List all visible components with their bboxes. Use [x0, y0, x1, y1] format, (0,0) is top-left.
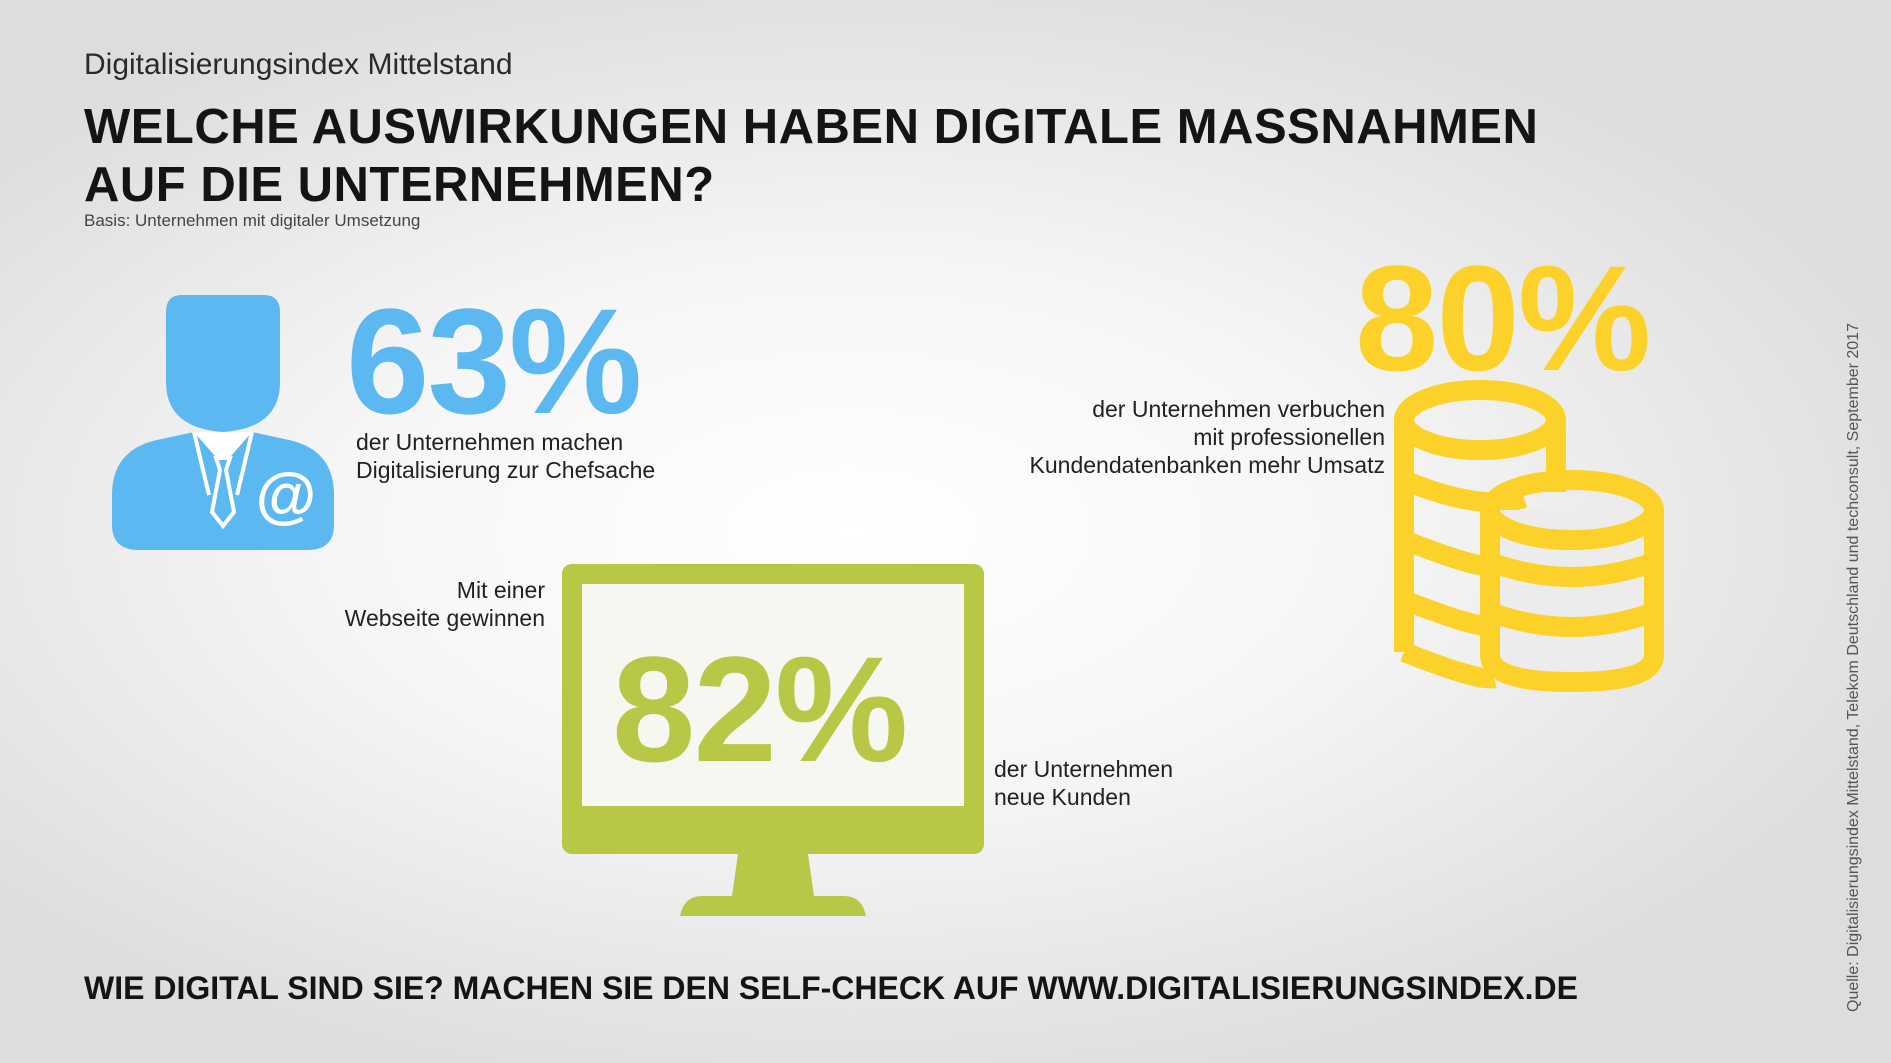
stat-82-intro-line-2: Webseite gewinnen — [344, 605, 545, 631]
stat-description-80: der Unternehmen verbuchen mit profession… — [1030, 395, 1385, 479]
stat-value-82: 82% — [612, 625, 908, 793]
stat-80-line-2: mit professionellen — [1193, 424, 1385, 450]
subtitle: Digitalisierungsindex Mittelstand — [84, 48, 513, 81]
stat-description-63: der Unternehmen machen Digitalisierung z… — [356, 428, 655, 484]
monitor-icon — [562, 564, 984, 916]
headline-line-1: WELCHE AUSWIRKUNGEN HABEN DIGITALE MASSN… — [84, 100, 1539, 154]
at-symbol: @ — [256, 461, 316, 530]
headline: WELCHE AUSWIRKUNGEN HABEN DIGITALE MASSN… — [84, 98, 1538, 214]
stat-82-intro-line-1: Mit einer — [456, 577, 545, 603]
stat-82-intro: Mit einer Webseite gewinnen — [345, 576, 545, 632]
stat-80-line-3: Kundendatenbanken mehr Umsatz — [1029, 452, 1385, 478]
stat-description-82: der Unternehmen neue Kunden — [994, 755, 1173, 811]
headline-line-2: AUF DIE UNTERNEHMEN? — [84, 158, 715, 212]
stat-80-line-1: der Unternehmen verbuchen — [1092, 396, 1385, 422]
stat-value-80: 80% — [1355, 234, 1651, 402]
source-note: Quelle: Digitalisierungsindex Mittelstan… — [1845, 323, 1862, 1012]
stat-82-line-1: der Unternehmen — [994, 756, 1173, 782]
basis-note: Basis: Unternehmen mit digitaler Umsetzu… — [84, 211, 421, 230]
stat-value-63: 63% — [346, 277, 642, 445]
coin-stacks-icon — [1394, 380, 1664, 693]
stat-63-line-2: Digitalisierung zur Chefsache — [356, 457, 656, 483]
stat-63-line-1: der Unternehmen machen — [356, 429, 624, 455]
stat-82-line-2: neue Kunden — [994, 784, 1131, 810]
self-check-call-to-action: WIE DIGITAL SIND SIE? MACHEN SIE DEN SEL… — [84, 970, 1578, 1006]
businessman-email-icon: @ — [112, 295, 334, 550]
